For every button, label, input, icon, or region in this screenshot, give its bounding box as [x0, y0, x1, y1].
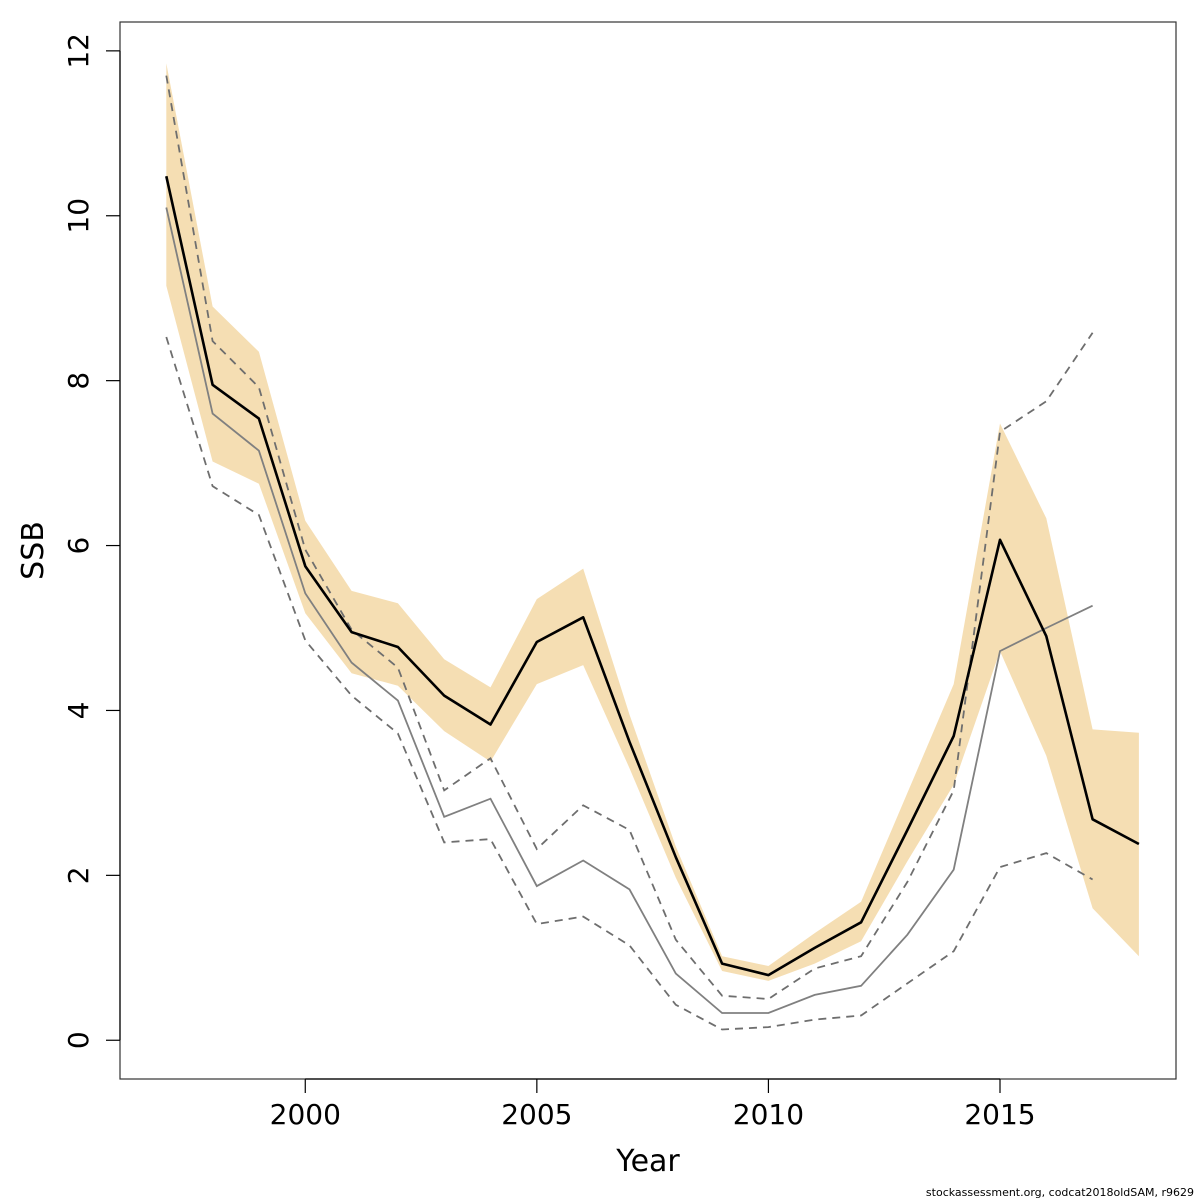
- x-tick-label: 2015: [964, 1098, 1035, 1131]
- x-axis: 2000 2005 2010 2015: [270, 1078, 1036, 1131]
- y-tick-label: 2: [62, 866, 95, 884]
- x-tick-label: 2000: [270, 1098, 341, 1131]
- y-tick-label: 10: [62, 198, 95, 234]
- x-tick-label: 2005: [501, 1098, 572, 1131]
- y-tick-label: 4: [62, 702, 95, 720]
- x-axis-title: Year: [615, 1144, 680, 1179]
- estimate-series-layer: [165, 175, 1140, 977]
- x-tick-label: 2010: [733, 1098, 804, 1131]
- comparison-upper-line: [165, 75, 1094, 1000]
- y-axis-title: SSB: [16, 521, 51, 580]
- y-tick-label: 12: [62, 33, 95, 69]
- y-tick-label: 6: [62, 537, 95, 555]
- footer-credit: stockassessment.org, codcat2018oldSAM, r…: [926, 1186, 1194, 1199]
- y-axis: 0 2 4 6 8 10 12: [62, 33, 121, 1049]
- comparison-line: [165, 207, 1093, 1014]
- y-tick-label: 0: [62, 1031, 95, 1049]
- y-tick-label: 8: [62, 372, 95, 390]
- estimate-line: [165, 175, 1140, 977]
- comparison-lower-line: [165, 336, 1094, 1031]
- comparison-series-layer: [165, 75, 1094, 1031]
